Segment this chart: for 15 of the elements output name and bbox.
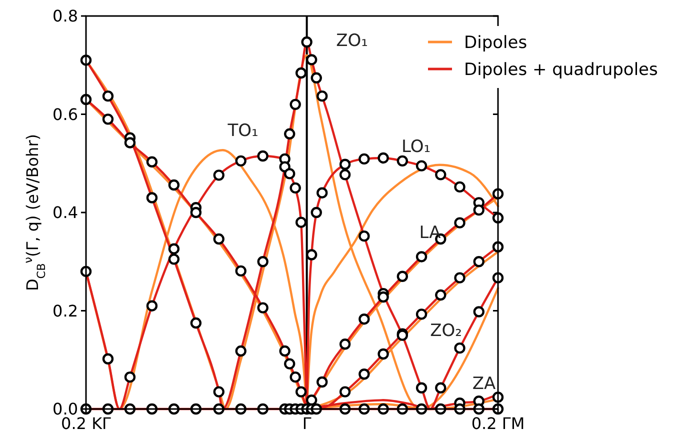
annotation: TO₁ bbox=[226, 120, 258, 141]
x-tick-label: 0.2 KΓ bbox=[61, 414, 112, 433]
legend-label: Dipoles + quadrupoles bbox=[464, 60, 658, 80]
annotation: ZA bbox=[472, 374, 496, 394]
x-tick-label: Γ bbox=[302, 414, 312, 433]
legend-label: Dipoles bbox=[464, 32, 528, 53]
annotation: LO₁ bbox=[401, 136, 431, 157]
x-tick-label: 0.2 ΓM bbox=[471, 414, 525, 433]
y-tick-label: 0.2 bbox=[52, 301, 78, 320]
annotation: LA bbox=[419, 222, 442, 243]
y-tick-label: 0.6 bbox=[52, 104, 78, 124]
annotation: ZO₁ bbox=[336, 30, 368, 51]
y-tick-label: 0.8 bbox=[52, 6, 78, 26]
annotation: ZO₂ bbox=[430, 320, 462, 341]
y-tick-label: 0.4 bbox=[52, 203, 78, 222]
